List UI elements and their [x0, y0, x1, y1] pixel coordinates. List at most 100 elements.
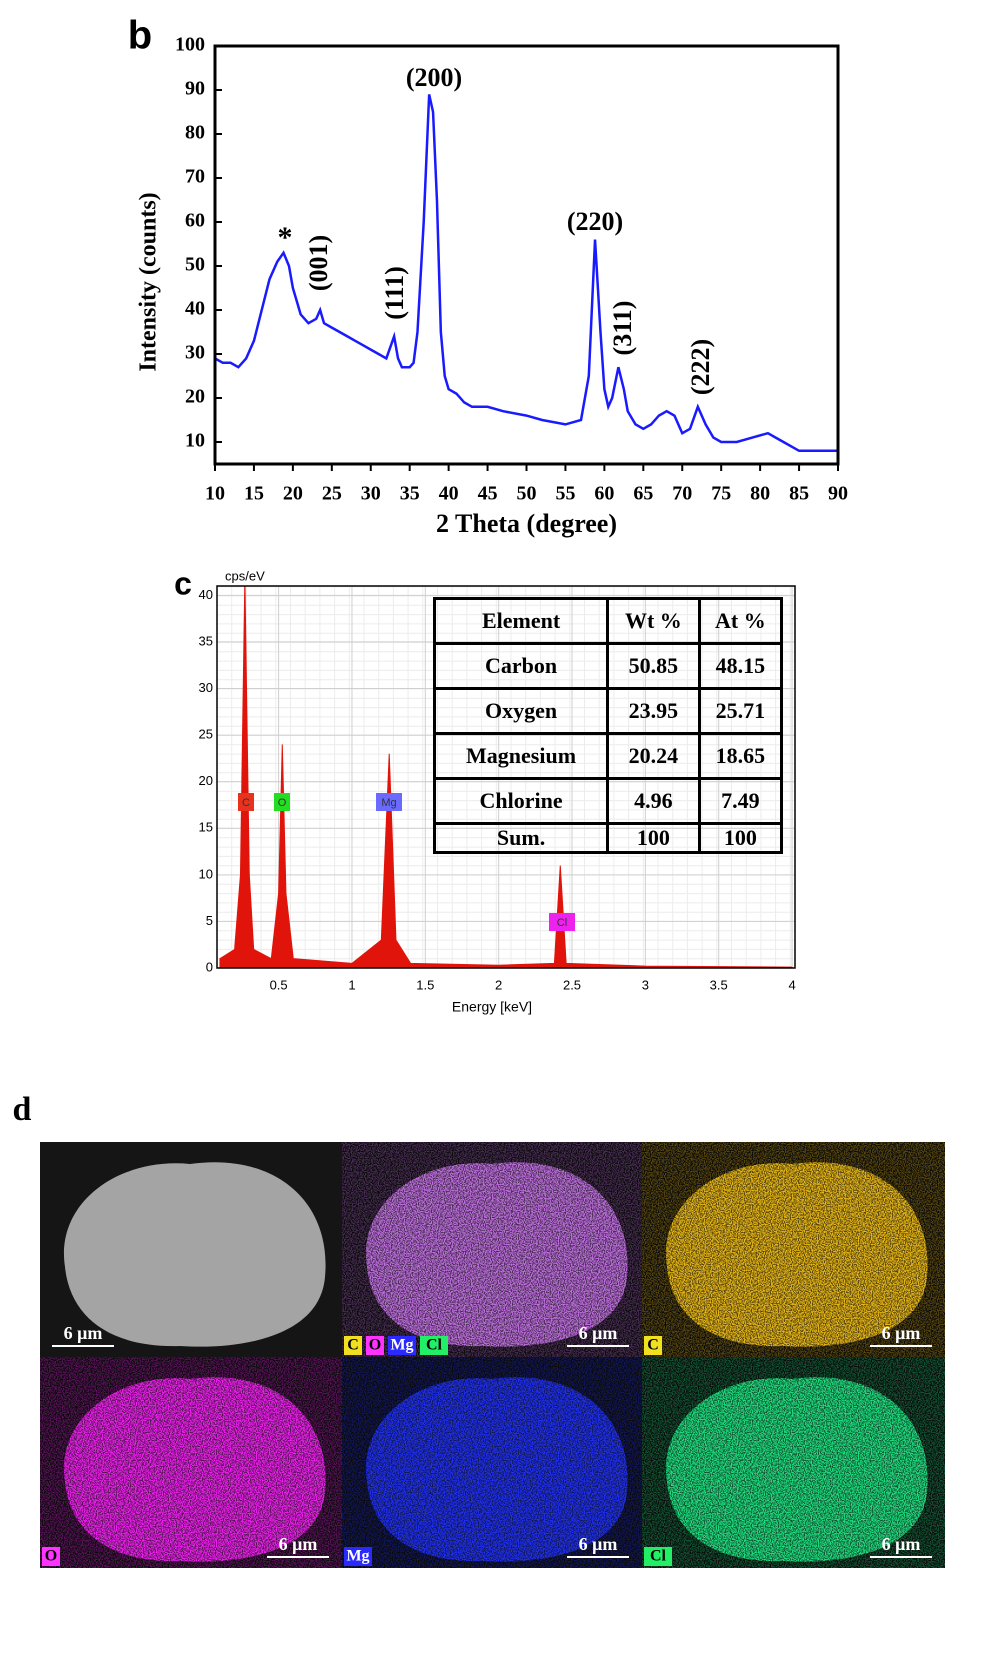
peak-label: C: [242, 797, 250, 809]
y-axis-title: Intensity (counts): [136, 192, 162, 371]
peak-annotation: (001): [304, 235, 333, 291]
x-tick-label: 50: [517, 483, 537, 505]
plot-frame: [216, 585, 796, 969]
legend-label: C: [647, 1337, 659, 1354]
scale-label: 6 μm: [579, 1534, 618, 1554]
scale-label: 6 μm: [579, 1323, 618, 1343]
y-tick-label: 20: [199, 773, 213, 788]
x-axis-title: Energy [keV]: [452, 999, 532, 1015]
x-tick-label: 15: [244, 483, 264, 505]
scale-label: 6 μm: [64, 1323, 103, 1343]
y-tick-label: 40: [185, 298, 205, 320]
table-cell: At %: [697, 597, 784, 645]
x-tick-label: 75: [711, 483, 731, 505]
y-tick-label: 10: [199, 866, 213, 881]
peak-annotation: *: [278, 221, 293, 254]
x-tick-label: 10: [205, 483, 225, 505]
table-cell: 100: [697, 822, 784, 854]
sem-particle: [63, 1162, 326, 1347]
table-cell: Sum.: [432, 822, 610, 854]
x-tick-label: 30: [361, 483, 381, 505]
y-tick-label: 80: [185, 122, 205, 144]
y-tick-label: 90: [185, 78, 205, 100]
element-map: 6 μm: [40, 1142, 342, 1357]
x-tick-label: 3: [642, 977, 649, 992]
y-tick-label: 100: [175, 34, 205, 56]
x-tick-label: 45: [478, 483, 498, 505]
table-cell: 4.96: [606, 777, 701, 825]
element-map: 6 μm O: [40, 1357, 342, 1568]
peak-label: O: [278, 797, 287, 809]
peak-label: Mg: [381, 797, 396, 809]
y-tick-label: 30: [185, 342, 205, 364]
peak-label-box: [549, 913, 575, 931]
scale-label: 6 μm: [279, 1534, 318, 1554]
map-glow: [365, 1162, 628, 1347]
y-tick-label: 70: [185, 166, 205, 188]
x-tick-label: 90: [828, 483, 848, 505]
table-row: Magnesium 20.24 18.65: [432, 732, 784, 780]
y-tick-label: 20: [185, 386, 205, 408]
table-cell: Element: [432, 597, 610, 645]
x-tick-label: 2: [495, 977, 502, 992]
legend-box: [388, 1336, 416, 1355]
peak-label-box: [238, 793, 254, 811]
legend-box: [366, 1336, 384, 1355]
x-tick-label: 55: [555, 483, 575, 505]
table-cell: Chlorine: [432, 777, 610, 825]
x-tick-label: 80: [750, 483, 770, 505]
map-glow: [63, 1377, 326, 1562]
table-row: Chlorine 4.96 7.49: [432, 777, 784, 825]
table-row: Carbon 50.85 48.15: [432, 642, 784, 690]
element-map: 6 μm C: [642, 1142, 945, 1357]
y-tick-label: 30: [199, 680, 213, 695]
x-axis-title: 2 Theta (degree): [436, 509, 617, 538]
table-row: Oxygen 23.95 25.71: [432, 687, 784, 735]
peak-annotation: (220): [567, 207, 623, 236]
panel-label: d: [13, 1091, 32, 1128]
table-cell: 48.15: [697, 642, 784, 690]
legend-label: Cl: [650, 1548, 667, 1565]
x-tick-label: 0.5: [270, 977, 288, 992]
map-glow: [665, 1162, 928, 1347]
x-tick-label: 70: [672, 483, 692, 505]
legend-label: Mg: [346, 1548, 369, 1565]
table-row: Element Wt % At %: [432, 597, 784, 645]
legend-box: [644, 1547, 672, 1566]
element-map: 6 μm Cl: [642, 1357, 945, 1568]
xrd-line: [215, 94, 838, 453]
map-signal: [665, 1162, 928, 1347]
x-tick-label: 65: [633, 483, 653, 505]
table-cell: Magnesium: [432, 732, 610, 780]
panel-label: c: [174, 565, 192, 601]
x-tick-label: 85: [789, 483, 809, 505]
map-signal: [365, 1162, 628, 1347]
y-tick-label: 35: [199, 633, 213, 648]
scale-label: 6 μm: [882, 1323, 921, 1343]
table-cell: 18.65: [697, 732, 784, 780]
y-tick-label: 15: [199, 820, 213, 835]
map-signal: [365, 1377, 628, 1562]
plot-frame: [213, 44, 840, 466]
peak-label-box: [274, 793, 290, 811]
table-cell: 100: [606, 822, 701, 854]
spectrum-area: [219, 586, 793, 968]
y-tick-label: 60: [185, 210, 205, 232]
table-cell: 50.85: [606, 642, 701, 690]
y-tick-label: 0: [206, 959, 213, 974]
map-glow: [665, 1377, 928, 1562]
table-row: Sum. 100 100: [432, 822, 784, 854]
y-axis-title: cps/eV: [225, 568, 265, 583]
table-cell: Oxygen: [432, 687, 610, 735]
table-cell: 7.49: [697, 777, 784, 825]
x-tick-label: 40: [439, 483, 459, 505]
peak-annotation: (311): [608, 301, 637, 356]
peak-annotation: (222): [686, 339, 715, 395]
y-tick-label: 40: [199, 587, 213, 602]
element-map: 6 μm Mg: [342, 1357, 642, 1568]
x-tick-label: 60: [594, 483, 614, 505]
x-tick-label: 1.5: [416, 977, 434, 992]
map-signal: [63, 1377, 326, 1562]
legend-box: [644, 1336, 662, 1355]
x-tick-label: 1: [348, 977, 355, 992]
